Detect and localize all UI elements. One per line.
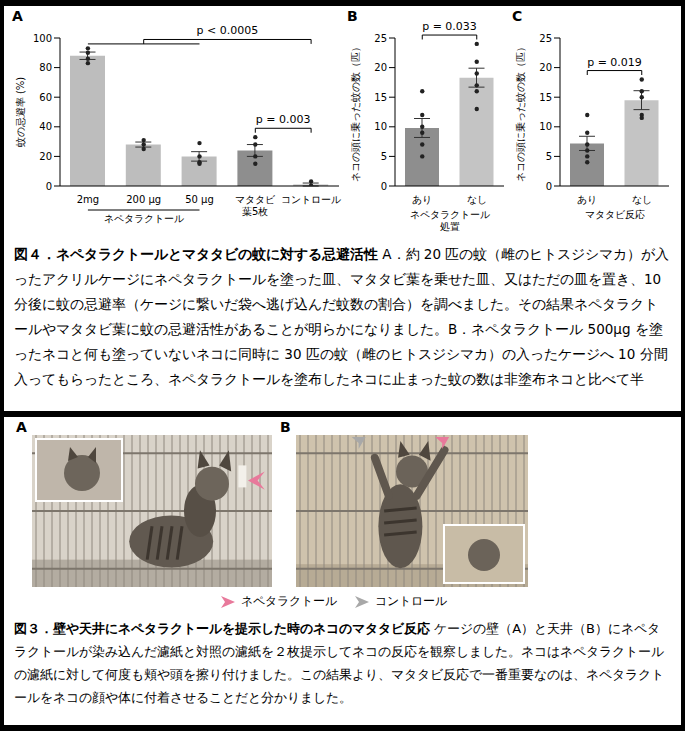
svg-text:80: 80 — [39, 62, 52, 73]
html-text:B: B — [280, 419, 291, 435]
html-text:図４．ネペタラクトールとマタタビの蚊に対する忌避活性 A．約: 図４．ネペタラクトールとマタタビの蚊に対する忌避活性 A．約 20 匹の蚊（雌の… — [14, 246, 670, 387]
svg-text:マタタビ反応: マタタビ反応 — [585, 209, 645, 220]
svg-text:コントロール: コントロール — [281, 194, 341, 205]
html-text:A: A — [12, 8, 23, 24]
svg-text:200 μg: 200 μg — [126, 194, 161, 205]
svg-text:p = 0.019: p = 0.019 — [587, 56, 642, 69]
svg-text:20: 20 — [374, 62, 387, 73]
svg-text:ネコの頭に乗った蚊の数（匹）: ネコの頭に乗った蚊の数（匹） — [515, 42, 526, 182]
svg-text:なし: なし — [467, 194, 487, 205]
svg-text:処置: 処置 — [440, 221, 460, 232]
svg-text:10: 10 — [374, 121, 387, 132]
html-text:コントロール: コントロール — [374, 594, 447, 608]
svg-text:40: 40 — [39, 121, 52, 132]
svg-text:100: 100 — [33, 33, 52, 44]
svg-text:0: 0 — [381, 181, 387, 192]
html-text:A: A — [16, 419, 27, 435]
svg-text:15: 15 — [374, 92, 387, 103]
html-text:ネペタラクトール: ネペタラクトール — [240, 594, 337, 608]
svg-text:60: 60 — [39, 92, 52, 103]
svg-text:マタタビ: マタタビ — [235, 194, 276, 205]
svg-text:0: 0 — [46, 181, 52, 192]
html-text:B: B — [347, 8, 358, 24]
svg-text:5: 5 — [381, 151, 387, 162]
svg-text:2mg: 2mg — [77, 194, 99, 205]
svg-text:p = 0.003: p = 0.003 — [256, 113, 311, 126]
svg-text:p < 0.0005: p < 0.0005 — [197, 24, 259, 37]
svg-text:20: 20 — [39, 151, 52, 162]
svg-text:ネコの頭に乗った蚊の数（匹）: ネコの頭に乗った蚊の数（匹） — [350, 42, 361, 182]
svg-text:10: 10 — [539, 121, 552, 132]
svg-text:蚊の忌避率 (%): 蚊の忌避率 (%) — [15, 77, 26, 148]
svg-text:ネペタラクトール: ネペタラクトール — [104, 213, 184, 224]
svg-text:5: 5 — [546, 151, 552, 162]
svg-text:葉5枚: 葉5枚 — [242, 206, 268, 217]
svg-text:25: 25 — [539, 33, 552, 44]
svg-text:ネペタラクトール: ネペタラクトール — [410, 209, 490, 220]
svg-text:0: 0 — [546, 181, 552, 192]
svg-text:15: 15 — [539, 92, 552, 103]
svg-text:p = 0.033: p = 0.033 — [422, 20, 477, 33]
svg-text:あり: あり — [412, 194, 432, 205]
svg-text:20: 20 — [539, 62, 552, 73]
html-text:C: C — [512, 8, 523, 24]
svg-text:あり: あり — [577, 194, 597, 205]
html-text:図３．壁や天井にネペタラクトールを提示した時のネコのマタタビ: 図３．壁や天井にネペタラクトールを提示した時のネコのマタタビ反応 ケージの壁（A… — [14, 621, 664, 705]
svg-text:25: 25 — [374, 33, 387, 44]
svg-text:50 μg: 50 μg — [185, 194, 214, 205]
svg-text:なし: なし — [632, 194, 652, 205]
